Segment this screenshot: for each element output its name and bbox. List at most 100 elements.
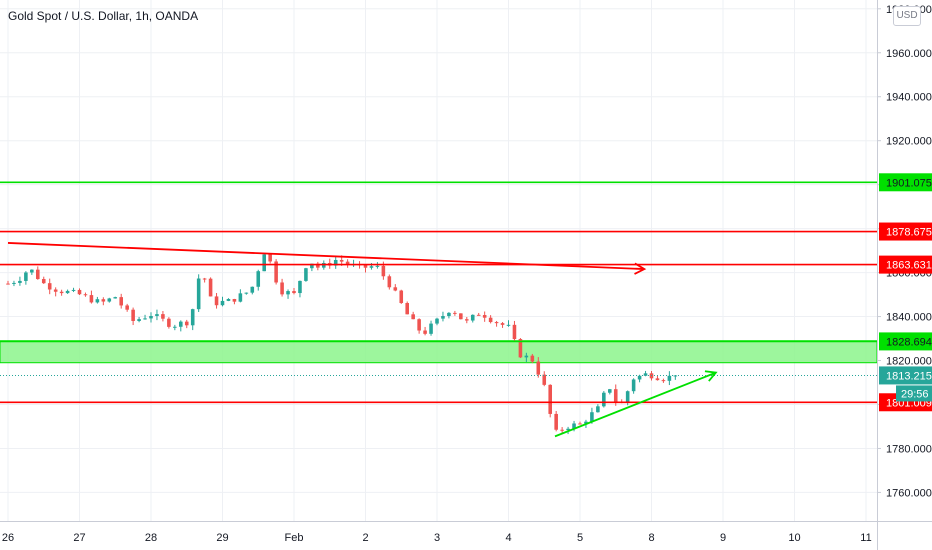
candle-body bbox=[441, 316, 445, 319]
candle-body bbox=[107, 298, 112, 302]
candle-body bbox=[143, 318, 147, 320]
currency-button[interactable]: USD bbox=[893, 6, 921, 26]
candle-body bbox=[47, 283, 52, 290]
candle-body bbox=[280, 282, 284, 295]
candle-body bbox=[95, 299, 100, 303]
countdown-bg bbox=[896, 385, 932, 402]
candle-body bbox=[274, 261, 278, 283]
x-tick-label: 2 bbox=[362, 532, 368, 544]
candle-body bbox=[459, 313, 463, 320]
candle-body bbox=[208, 278, 213, 297]
candle-body bbox=[613, 389, 618, 402]
candle-body bbox=[572, 423, 576, 429]
candle-body bbox=[119, 297, 123, 306]
candle-body bbox=[310, 263, 314, 269]
candle-body bbox=[667, 375, 672, 381]
x-tick-label: 29 bbox=[216, 532, 228, 544]
candle-body bbox=[512, 324, 517, 340]
candle-body bbox=[131, 309, 135, 321]
candle-body bbox=[190, 309, 195, 326]
candle-body bbox=[536, 361, 541, 375]
candle-body bbox=[447, 312, 451, 317]
price-axis[interactable]: 1760.0001780.0001800.0001820.0001840.000… bbox=[877, 0, 932, 550]
x-tick-label: 4 bbox=[505, 532, 511, 544]
candle-body bbox=[566, 428, 570, 431]
candle-body bbox=[500, 323, 505, 325]
candle-body bbox=[53, 289, 58, 292]
candle-body bbox=[125, 305, 129, 310]
candle-body bbox=[18, 280, 22, 283]
candle-body bbox=[453, 312, 457, 314]
candle-body bbox=[369, 266, 374, 268]
time-axis[interactable]: 26 27 28 29 Feb 2 3 4 5 8 9 10 11 bbox=[0, 521, 932, 545]
price-level-label-bg bbox=[879, 173, 932, 192]
trend-lines bbox=[7, 242, 718, 438]
candle-body bbox=[470, 314, 475, 321]
candle-body bbox=[411, 314, 415, 320]
trend-arrowhead-ascending bbox=[704, 370, 718, 382]
candle-body bbox=[173, 326, 177, 328]
candle-body bbox=[375, 265, 380, 267]
price-level-label-bg bbox=[879, 222, 932, 241]
price-level-label: 1901.075 bbox=[886, 177, 932, 189]
candle-body bbox=[149, 315, 153, 319]
candle-body bbox=[625, 391, 630, 403]
candle-body bbox=[137, 319, 141, 321]
candle-body bbox=[238, 293, 243, 302]
price-level-label: 1828.694 bbox=[886, 336, 932, 348]
candle-body bbox=[77, 289, 82, 295]
countdown-label: 29:56 bbox=[901, 388, 929, 400]
candle-body bbox=[530, 355, 535, 362]
candle-body bbox=[554, 413, 558, 430]
candle-body bbox=[542, 374, 547, 385]
candle-body bbox=[6, 283, 10, 285]
candle-body bbox=[399, 290, 404, 304]
x-tick-label: Feb bbox=[285, 532, 304, 544]
candle-body bbox=[560, 429, 564, 431]
x-tick-label: 28 bbox=[145, 532, 157, 544]
x-tick-label: 27 bbox=[73, 532, 85, 544]
candle-body bbox=[590, 412, 594, 422]
candle-body bbox=[584, 421, 588, 424]
candle-body bbox=[465, 319, 469, 321]
candle-body bbox=[262, 254, 266, 272]
price-labels: 1901.0751878.6751863.6311828.6941801.009… bbox=[879, 173, 932, 412]
price-level-label: 1878.675 bbox=[886, 227, 932, 239]
candle-body bbox=[184, 321, 189, 326]
candle-body bbox=[345, 261, 350, 265]
candle-body bbox=[41, 279, 46, 284]
trend-arrowhead-descending bbox=[634, 262, 647, 275]
last-price-label: 1813.215 bbox=[886, 370, 932, 382]
candle-body bbox=[101, 299, 106, 302]
candle-body bbox=[596, 406, 600, 413]
candle-body bbox=[59, 291, 64, 294]
zones bbox=[0, 340, 878, 364]
x-tick-label: 10 bbox=[788, 532, 800, 544]
candle-body bbox=[423, 330, 427, 334]
candle-body bbox=[548, 384, 552, 414]
candle-body bbox=[167, 318, 171, 327]
candle-body bbox=[435, 318, 439, 324]
candle-body bbox=[316, 263, 320, 268]
candle-body bbox=[12, 282, 16, 284]
candle-body bbox=[488, 317, 493, 323]
y-tick-label: 1840.000 bbox=[886, 312, 932, 324]
last-price-label-bg bbox=[879, 366, 932, 385]
candle-body bbox=[393, 287, 398, 291]
candle-body bbox=[518, 339, 523, 358]
x-tick-label: 8 bbox=[648, 532, 654, 544]
candle-body bbox=[250, 286, 255, 293]
candle-body bbox=[298, 280, 302, 294]
candle-body bbox=[339, 259, 344, 262]
x-tick-label: 5 bbox=[577, 532, 583, 544]
candle-body bbox=[179, 321, 183, 327]
candle-body bbox=[232, 298, 237, 302]
candle-body bbox=[268, 254, 272, 262]
candle-body bbox=[655, 378, 660, 381]
candle-body bbox=[637, 375, 642, 380]
y-tick-label: 1920.000 bbox=[886, 136, 932, 148]
x-tick-label: 3 bbox=[434, 532, 440, 544]
candle-body bbox=[602, 392, 606, 407]
y-tick-label: 1940.000 bbox=[886, 92, 932, 104]
